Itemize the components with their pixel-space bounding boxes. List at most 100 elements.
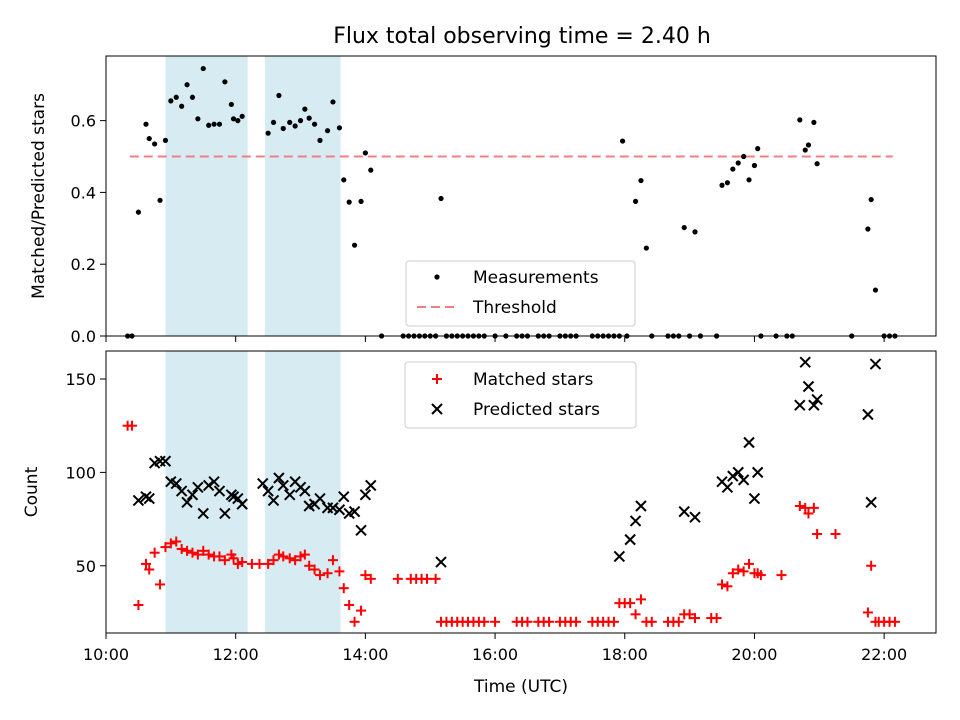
predicted-point-38	[348, 505, 361, 518]
measurement-point-94	[730, 166, 736, 172]
x-tick-label-6: 22:00	[861, 645, 907, 664]
predicted-point-0-b	[132, 494, 145, 507]
measurement-point-96	[741, 153, 747, 160]
matched-point-102	[800, 502, 811, 513]
matched-point-103	[803, 508, 814, 519]
predicted-point-47	[678, 505, 690, 518]
predicted-point-32	[314, 492, 326, 505]
matched-point-96	[744, 558, 755, 569]
predicted-point-22	[262, 485, 274, 497]
predicted-point-60	[808, 399, 820, 411]
matched-point-2	[133, 599, 144, 610]
legend-predicted-marker-b	[431, 403, 443, 415]
measurement-point-24	[270, 119, 277, 126]
measurement-point-29	[297, 118, 304, 124]
legend-predicted-label: Predicted stars	[473, 400, 600, 420]
matched-point-82	[646, 616, 657, 627]
predicted-point-21	[256, 477, 269, 490]
predicted-point-36	[338, 490, 350, 503]
measurement-point-14	[200, 65, 206, 72]
predicted-point-26	[284, 489, 296, 501]
predicted-point-43-b	[613, 550, 626, 563]
matched-point-26	[268, 555, 279, 566]
measurement-point-37	[341, 177, 347, 183]
matched-point-7	[160, 542, 171, 553]
matched-point-45	[392, 573, 403, 584]
legend-measurements-label: Measurements	[473, 268, 599, 288]
predicted-point-59-b	[802, 380, 815, 393]
chart-title: Flux total observing time = 2.40 h	[333, 24, 711, 49]
predicted-point-23	[267, 494, 280, 507]
predicted-point-59	[802, 380, 815, 393]
matched-point-20	[228, 553, 239, 564]
predicted-point-20	[236, 498, 248, 510]
predicted-point-9	[181, 496, 193, 508]
predicted-point-16-b	[219, 507, 231, 520]
predicted-point-2-b	[143, 492, 155, 505]
predicted-point-27-b	[289, 476, 301, 488]
top-panel: 0.0 0.2 0.4 0.6 Matched/Predicted stars Mea…	[29, 55, 937, 346]
matched-point-106	[830, 529, 841, 540]
predicted-point-20-b	[236, 498, 248, 510]
matched-point-85	[673, 616, 684, 627]
measurement-point-41	[362, 150, 368, 156]
measurement-point-8	[168, 98, 174, 104]
bottom-y-tick-label-2: 150	[65, 370, 96, 389]
predicted-point-57	[794, 399, 806, 411]
predicted-point-11-b	[192, 481, 204, 494]
matched-point-95	[738, 566, 749, 577]
matched-point-94	[733, 564, 744, 575]
matched-point-78	[625, 598, 636, 609]
predicted-point-7-b	[170, 477, 182, 490]
legend-matched-label: Matched stars	[473, 370, 593, 390]
predicted-point-13-b	[202, 479, 215, 492]
predicted-point-51	[727, 470, 739, 482]
measurement-point-30	[302, 106, 308, 112]
matched-point-104	[808, 502, 819, 513]
matched-point-30	[290, 555, 301, 566]
predicted-point-50-b	[721, 481, 734, 494]
x-tick-label-1: 12:00	[213, 645, 259, 664]
predicted-point-57-b	[794, 399, 806, 411]
matched-point-38	[334, 566, 345, 577]
matched-point-13	[192, 549, 203, 560]
measurement-point-36	[336, 125, 343, 131]
matched-point-29	[284, 553, 295, 564]
predicted-point-14-b	[208, 476, 220, 488]
predicted-point-8-b	[175, 485, 188, 497]
measurement-point-17	[216, 121, 223, 127]
matched-point-18	[219, 555, 230, 566]
bottom-legend: Matched stars Predicted stars	[404, 361, 637, 429]
matched-point-49	[421, 573, 432, 584]
legend-predicted-marker	[431, 403, 443, 415]
matched-point-113	[889, 616, 900, 627]
predicted-point-56	[751, 466, 764, 479]
matched-point-42	[356, 605, 367, 616]
predicted-point-52	[732, 466, 744, 479]
x-tick-label-2: 14:00	[342, 645, 388, 664]
measurement-point-19	[228, 101, 234, 108]
x-tick-label-4: 18:00	[602, 645, 648, 664]
predicted-point-25-b	[277, 479, 289, 492]
measurement-point-33	[317, 137, 323, 143]
matched-point-59	[479, 616, 490, 627]
predicted-point-40-b	[359, 489, 372, 501]
predicted-point-24	[273, 472, 285, 484]
measurement-point-13	[195, 116, 201, 122]
predicted-point-38-b	[348, 505, 361, 518]
predicted-point-35	[333, 504, 346, 516]
matched-point-41	[349, 616, 360, 627]
measurement-point-15	[206, 122, 212, 128]
top-legend: Measurements Threshold	[405, 260, 636, 327]
predicted-point-63-b	[865, 496, 877, 508]
measurement-point-104	[797, 117, 803, 123]
predicted-point-44-b	[624, 533, 636, 546]
measurement-point-2	[135, 209, 142, 215]
top-y-tick-label-0: 0.0	[71, 327, 96, 346]
legend-threshold-label: Threshold	[472, 298, 557, 318]
measurement-point-39	[351, 242, 358, 248]
measurement-point-89	[692, 229, 698, 235]
predicted-point-53	[737, 474, 750, 486]
predicted-point-52-b	[732, 466, 744, 479]
measurement-point-51	[438, 195, 444, 202]
